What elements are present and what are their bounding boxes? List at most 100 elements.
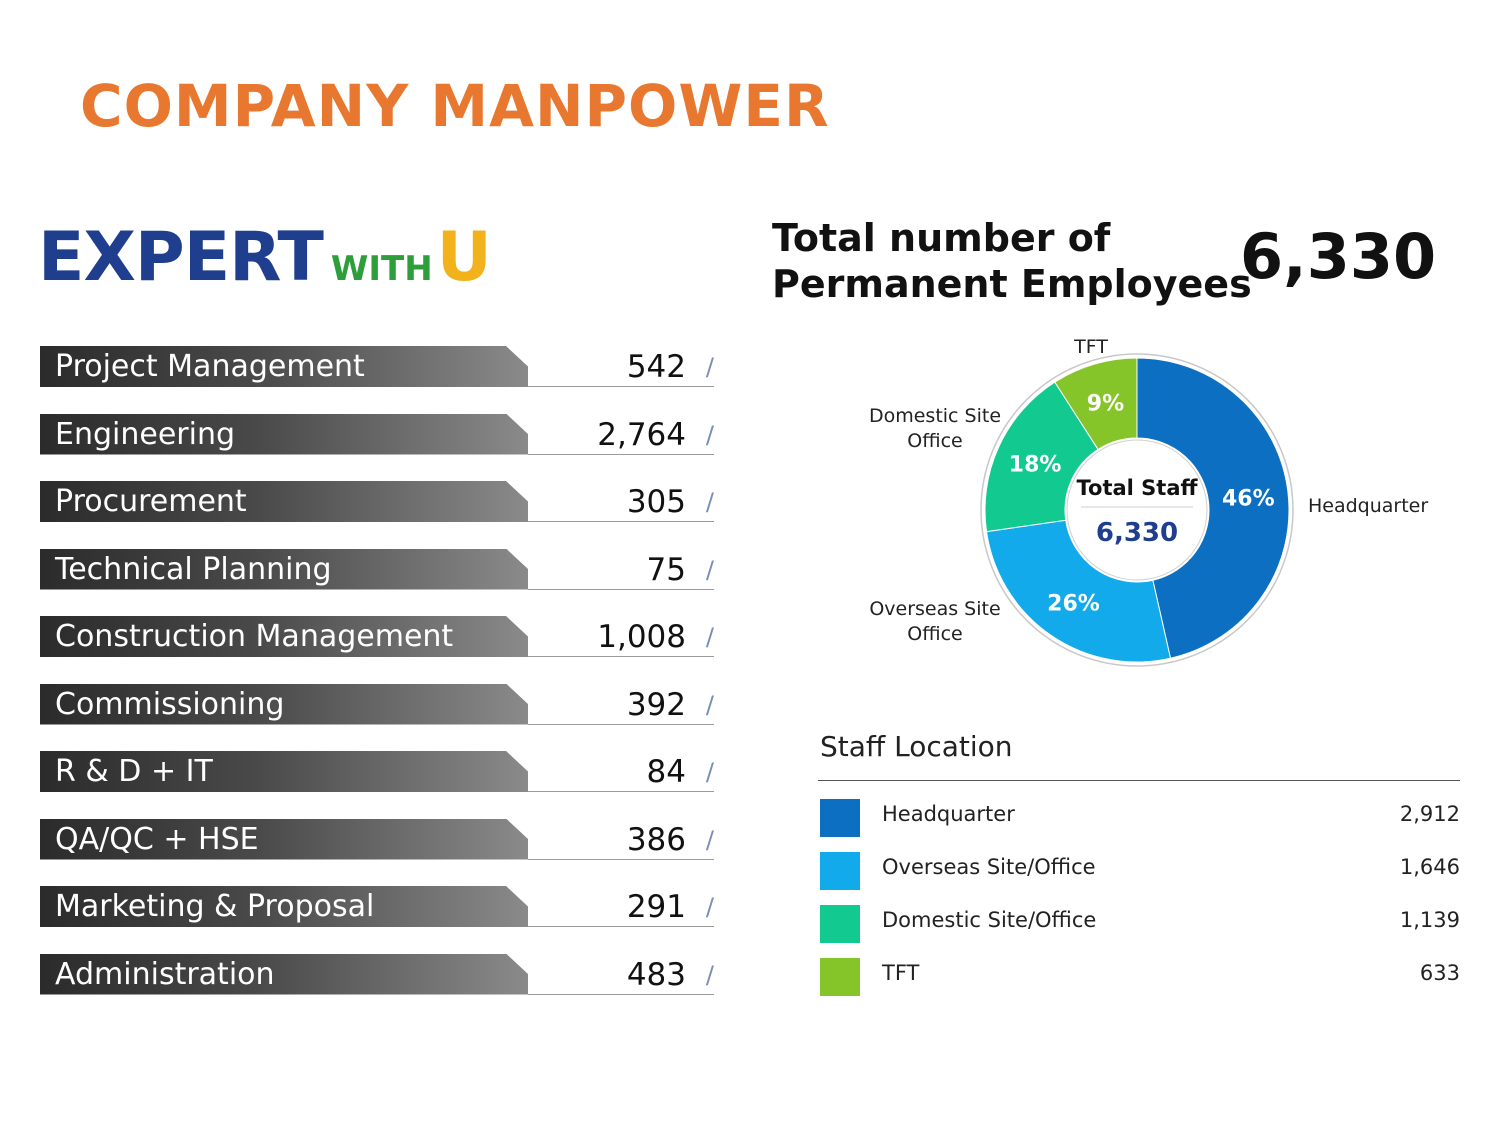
donut-outer-ring (980, 353, 1294, 667)
staff-donut-chart: 46% 26% 18% 9% Total Staff 6,330 Headquarter Ov… (869, 336, 1428, 667)
department-value: 392 (626, 686, 686, 723)
department-bar (40, 481, 528, 522)
department-label: QA/QC + HSE (55, 821, 259, 857)
donut-outside-label: Overseas Site (869, 598, 1000, 620)
staff-location-row: TFT 633 (820, 958, 1460, 998)
department-label: R & D + IT (55, 754, 213, 789)
slash-mark: / (705, 353, 714, 381)
brand-logo-expert: EXPERT (38, 218, 324, 297)
department-row: Project Management 542 / (40, 346, 720, 387)
department-label: Commissioning (55, 686, 285, 722)
staff-location-title: Staff Location (820, 730, 1013, 763)
staff-location-list: Headquarter 2,912 Overseas Site/Office 1,64… (820, 799, 1460, 1011)
department-value: 84 (646, 754, 686, 790)
total-employees-label: Total number of Permanent Employees (772, 215, 1252, 307)
department-bar (40, 751, 528, 792)
department-value: 75 (646, 551, 686, 588)
staff-location-value: 633 (1419, 961, 1460, 985)
slash-mark: / (705, 690, 714, 719)
brand-logo-u: U (436, 218, 492, 297)
staff-location-divider (818, 780, 1460, 781)
staff-location-row: Overseas Site/Office 1,646 (820, 852, 1460, 892)
page-title: COMPANY MANPOWER (80, 72, 830, 140)
department-underline (528, 791, 714, 792)
slash-mark: / (705, 825, 714, 854)
department-row: Procurement 305 / (40, 481, 720, 522)
department-underline (528, 656, 714, 657)
staff-location-value: 1,139 (1399, 908, 1460, 932)
staff-location-label: Overseas Site/Office (882, 855, 1096, 879)
staff-location-label: TFT (882, 961, 920, 985)
department-bar (40, 683, 528, 725)
department-bar (40, 346, 528, 387)
department-row: Commissioning 392 / (40, 683, 720, 725)
department-underline (528, 521, 714, 522)
staff-location-label: Domestic Site/Office (882, 908, 1097, 932)
staff-location-row: Headquarter 2,912 (820, 799, 1460, 839)
donut-center-label: Total Staff (1076, 476, 1198, 500)
department-bar (40, 548, 528, 590)
legend-swatch (820, 958, 860, 996)
donut-slice-percent: 9% (1087, 392, 1124, 417)
department-value: 291 (626, 889, 686, 925)
legend-swatch (820, 799, 860, 837)
department-bar (40, 413, 528, 455)
donut-outside-label: TFT (1073, 336, 1108, 358)
department-value: 305 (626, 484, 686, 520)
legend-swatch (820, 905, 860, 943)
staff-location-value: 1,646 (1399, 855, 1460, 879)
department-bar (40, 818, 528, 860)
slash-mark: / (705, 960, 714, 989)
total-employees-value: 6,330 (1240, 220, 1437, 293)
staff-location-row: Domestic Site/Office 1,139 (820, 905, 1460, 945)
brand-logo: EXPERT WITHU (38, 218, 492, 297)
donut-outside-label: Office (907, 430, 962, 452)
department-bar (40, 953, 528, 995)
department-underline (528, 926, 714, 927)
department-row: Marketing & Proposal 291 / (40, 886, 720, 927)
slash-mark: / (705, 420, 714, 449)
department-underline (528, 588, 714, 590)
donut-outside-label: Office (907, 623, 962, 645)
department-label: Project Management (55, 349, 365, 384)
total-label-line2: Permanent Employees (772, 262, 1252, 306)
department-row: Construction Management 1,008 / (40, 616, 720, 657)
department-row: Technical Planning 75 / (40, 548, 720, 590)
brand-logo-with: WITH (330, 249, 433, 289)
department-value: 2,764 (597, 416, 686, 453)
donut-slice (985, 519, 1172, 663)
donut-slice-percent: 18% (1009, 452, 1062, 477)
department-label: Construction Management (55, 619, 454, 654)
department-list: Project Management 542/Engineering 2,764/P… (40, 346, 720, 1021)
department-value: 1,008 (597, 619, 686, 655)
department-underline (528, 723, 714, 725)
department-underline (528, 858, 714, 860)
donut-slice-percent: 26% (1047, 591, 1100, 616)
department-row: QA/QC + HSE 386 / (40, 818, 720, 860)
slash-mark: / (705, 488, 714, 516)
donut-outside-label: Domestic Site (869, 405, 1001, 427)
department-label: Procurement (55, 484, 247, 519)
department-value: 386 (626, 821, 686, 858)
slash-mark: / (705, 893, 714, 921)
department-row: Engineering 2,764 / (40, 413, 720, 455)
donut-slice-percent: 46% (1222, 487, 1275, 512)
department-row: Administration 483 / (40, 953, 720, 995)
donut-slice (984, 381, 1099, 533)
department-value: 483 (626, 956, 686, 993)
donut-center-value: 6,330 (1096, 518, 1178, 548)
department-bar (40, 616, 528, 657)
department-label: Engineering (55, 416, 235, 452)
department-label: Marketing & Proposal (55, 889, 375, 924)
legend-swatch (820, 852, 860, 890)
department-underline (528, 453, 714, 455)
donut-center (1066, 439, 1208, 581)
department-label: Technical Planning (55, 551, 332, 587)
department-bar (40, 886, 528, 927)
staff-location-label: Headquarter (882, 802, 1015, 826)
donut-slice (1054, 357, 1138, 451)
department-value: 542 (626, 349, 686, 385)
total-label-line1: Total number of (772, 216, 1111, 260)
donut-outside-label: Headquarter (1308, 495, 1428, 517)
slash-mark: / (705, 758, 714, 786)
